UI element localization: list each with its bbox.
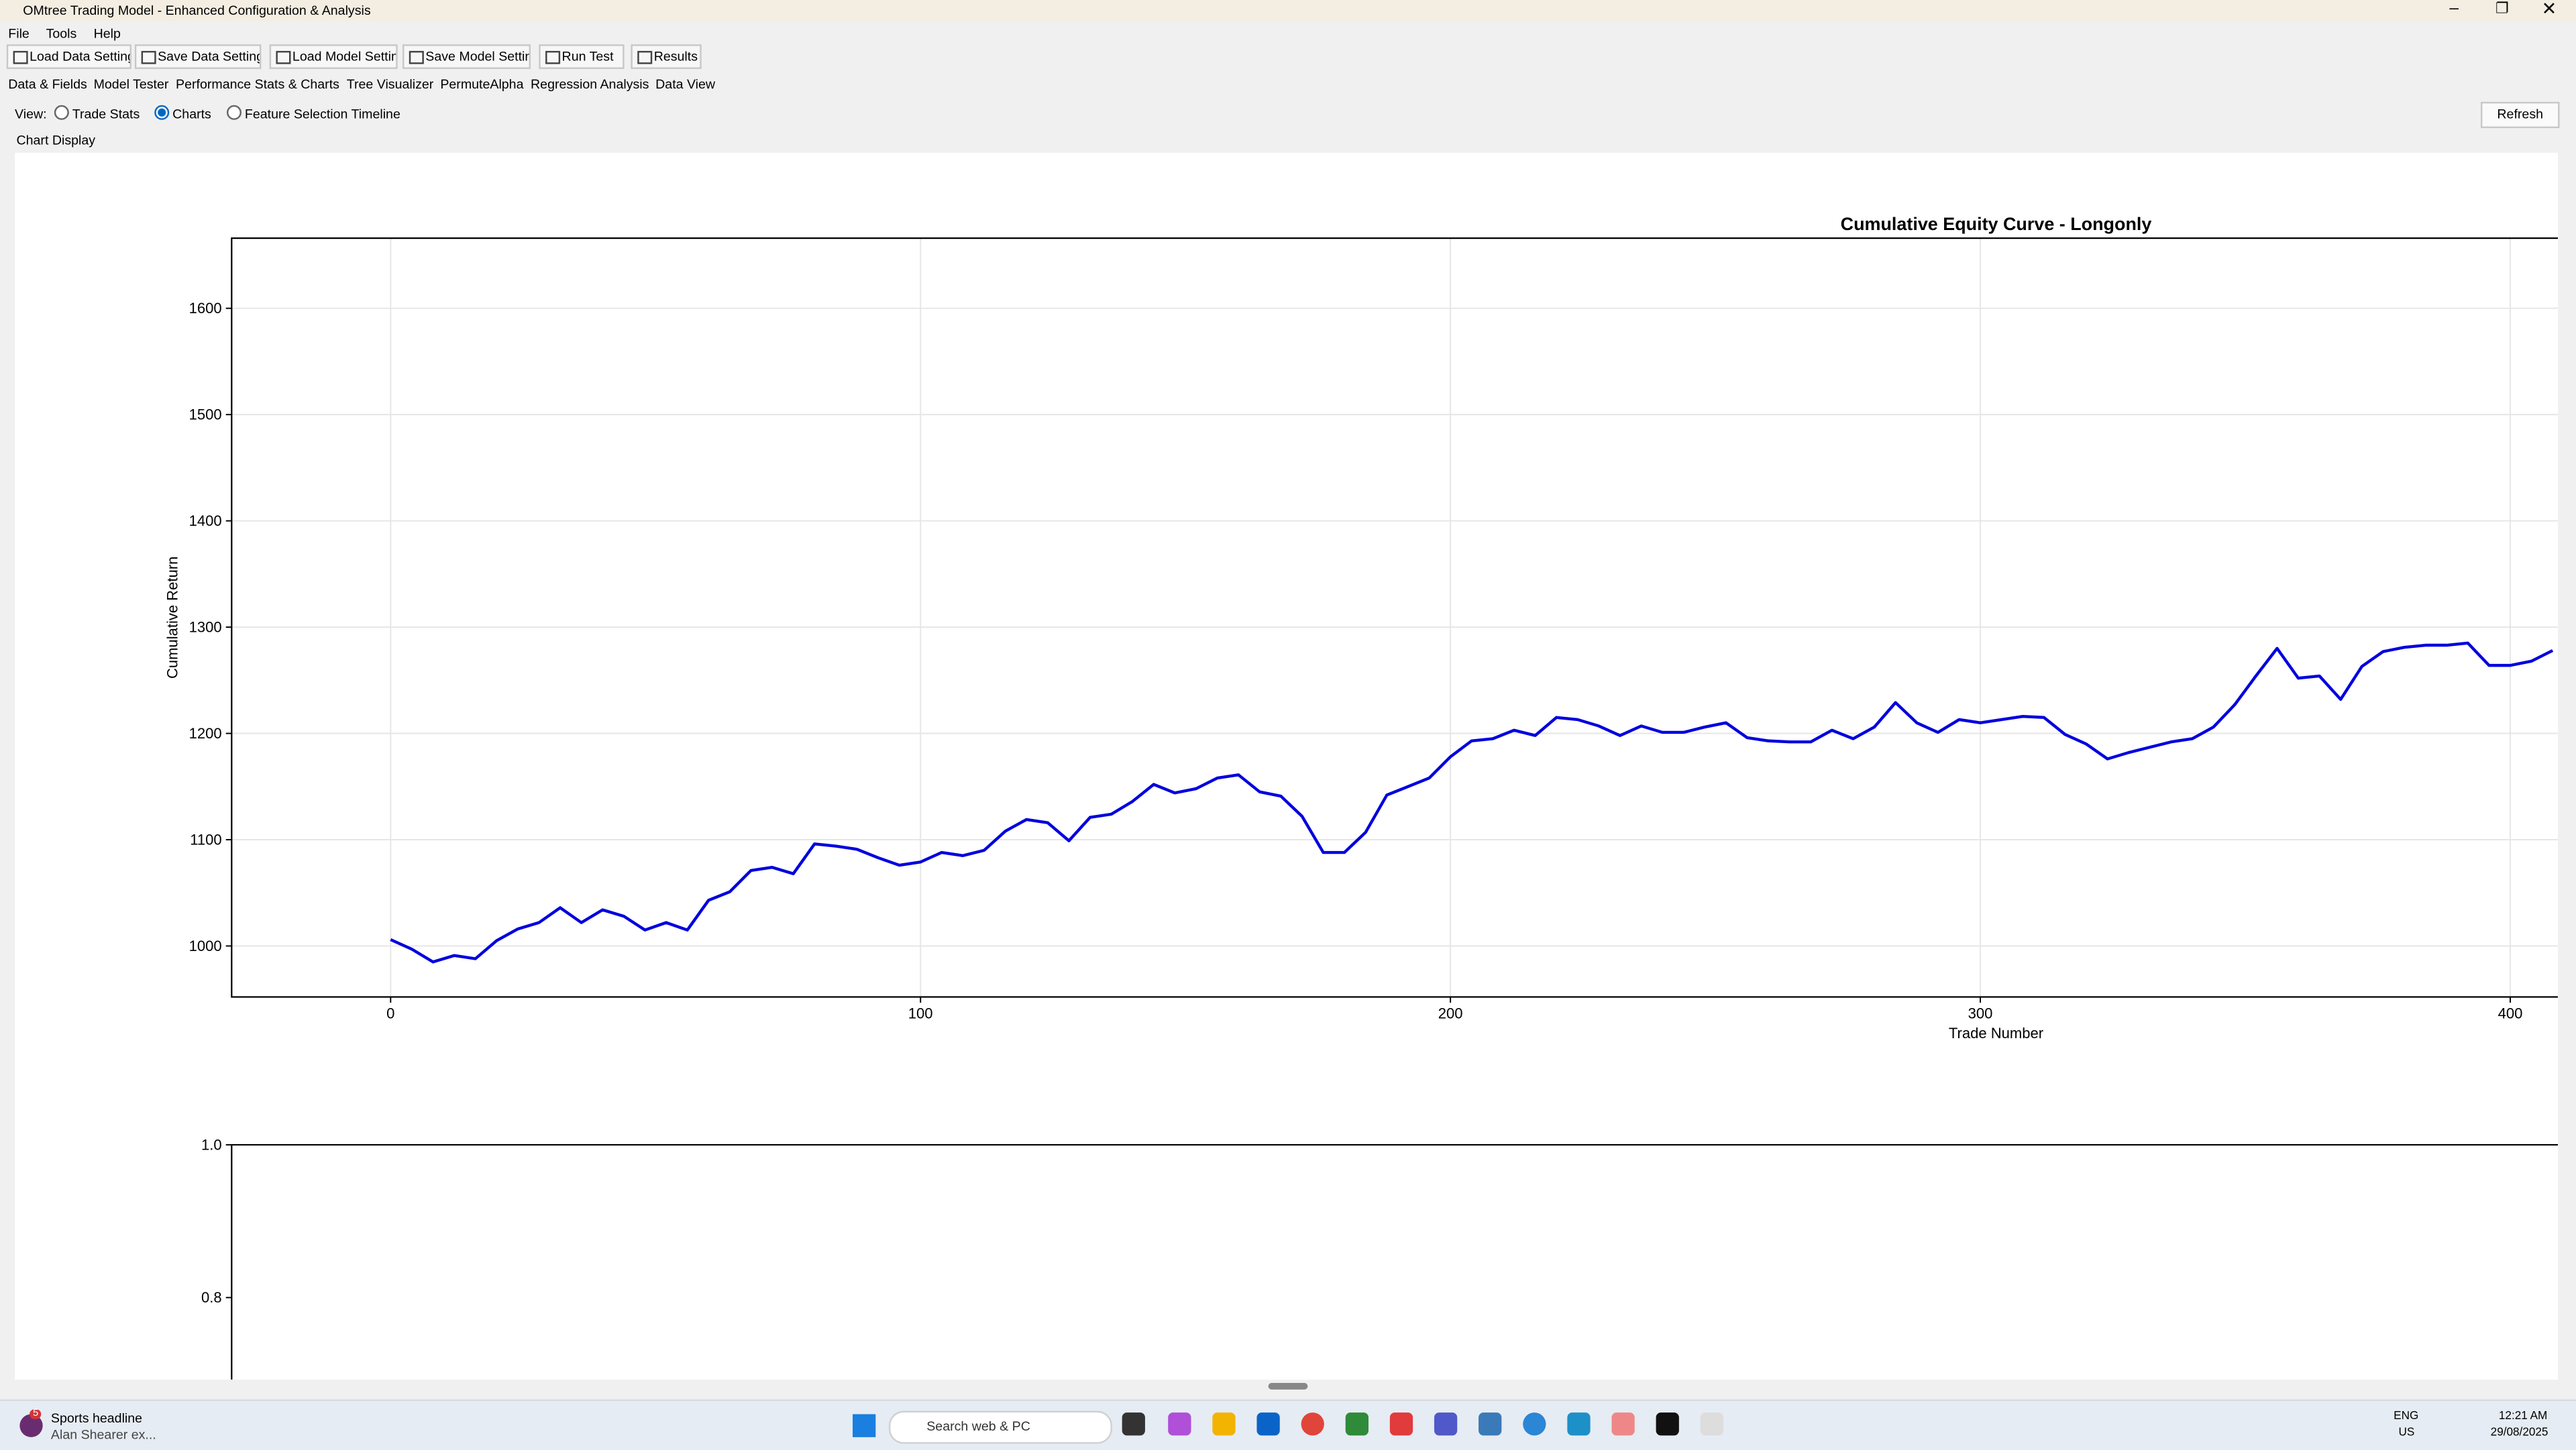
tab[interactable]: PermuteAlpha (440, 77, 524, 93)
taskbar-icon[interactable] (1168, 1412, 1191, 1436)
clock-date[interactable]: 29/08/2025 (2490, 1427, 2548, 1439)
tab[interactable]: Regression Analysis (531, 77, 649, 93)
button-label: Run Test (561, 49, 614, 64)
radio-button[interactable] (54, 105, 69, 120)
x-tick-label: 100 (908, 1005, 933, 1021)
radio-button[interactable] (154, 105, 170, 120)
language[interactable]: ENG (2394, 1410, 2419, 1423)
news-badge: 5 (30, 1409, 42, 1419)
scroll-handle[interactable] (1268, 1383, 1308, 1390)
radio-label[interactable]: Trade Stats (72, 107, 140, 122)
window-title: OMtree Trading Model - Enhanced Configur… (23, 3, 371, 18)
x-axis-label: Trade Number (1949, 1025, 2043, 1042)
clock-time[interactable]: 12:21 AM (2498, 1410, 2548, 1423)
y-tick-label: 1.0 (201, 1136, 222, 1153)
taskbar-icon[interactable] (1700, 1412, 1723, 1436)
y-tick-label: 1200 (189, 725, 222, 742)
toolbar-button[interactable]: Run Test (539, 44, 625, 69)
button-label: Load Model Settings (292, 49, 398, 64)
x-tick-label: 300 (1968, 1005, 1993, 1021)
view-label: View: (15, 107, 47, 122)
taskbar-icon[interactable] (1611, 1412, 1635, 1436)
button-icon (637, 50, 653, 64)
button-icon (545, 50, 561, 64)
chart-panel: 1000 1100 1200 1300 1400 1500 1600 0 100 200 300 40… (15, 152, 2559, 1380)
minimize-button[interactable]: – (2449, 0, 2459, 18)
taskbar-icon[interactable] (1567, 1412, 1591, 1436)
refresh-button[interactable]: Refresh (2480, 101, 2560, 129)
title-bar: OMtree Trading Model - Enhanced Configur… (0, 0, 2576, 21)
y-tick-label: 0.8 (201, 1289, 222, 1306)
taskbar-icon[interactable] (1301, 1412, 1324, 1436)
button-label: Results (653, 49, 698, 64)
region[interactable]: US (2398, 1427, 2415, 1439)
y-tick-label: 1500 (189, 406, 222, 423)
button-icon (276, 50, 291, 64)
start-button[interactable] (853, 1414, 876, 1437)
taskbar-icon[interactable] (1256, 1412, 1280, 1436)
radio-label[interactable]: Charts (172, 107, 211, 122)
news-text[interactable]: Alan Shearer ex... (50, 1427, 156, 1443)
restore-button[interactable]: ❐ (2496, 0, 2509, 17)
x-tick-label: 400 (2498, 1005, 2523, 1021)
toolbar-button[interactable]: Load Data Settings (6, 44, 131, 69)
y-tick-label: 1400 (189, 512, 222, 529)
menu-item[interactable]: Help (93, 26, 121, 42)
y-tick-label: 1300 (189, 618, 222, 635)
equity-line (390, 641, 2554, 964)
panel-label: Chart Display (16, 133, 96, 148)
close-button[interactable]: ✕ (2541, 0, 2557, 20)
y-tick-label: 1000 (189, 938, 222, 954)
y-tick-label: 1100 (190, 831, 221, 848)
toolbar-button[interactable]: Save Data Settings (134, 44, 262, 69)
toolbar-button[interactable]: Save Model Settings (402, 44, 531, 69)
news-title[interactable]: Sports headline (50, 1410, 143, 1426)
chart-title: Cumulative Equity Curve - Longonly (1841, 214, 2152, 234)
taskbar-icon[interactable] (1389, 1412, 1413, 1436)
tab[interactable]: Performance Stats & Charts (176, 77, 339, 93)
search-box[interactable]: Search web & PC (888, 1410, 1112, 1444)
tab[interactable]: Data View (655, 77, 716, 93)
radio-label[interactable]: Feature Selection Timeline (244, 107, 400, 122)
taskbar-icon[interactable] (1212, 1412, 1236, 1436)
radio-button[interactable] (226, 105, 242, 120)
toolbar-button[interactable]: Load Model Settings (269, 44, 398, 69)
menu-item[interactable]: File (8, 26, 30, 42)
button-icon (13, 50, 28, 64)
chart: 1000 1100 1200 1300 1400 1500 1600 0 100 200 300 40… (164, 214, 2559, 1380)
y-axis-label: Cumulative Return (164, 557, 180, 679)
tab[interactable]: Tree Visualizer (346, 77, 434, 93)
button-label: Save Data Settings (158, 49, 262, 64)
button-icon (141, 50, 156, 64)
taskbar-icon[interactable] (1122, 1412, 1145, 1436)
taskbar-icon[interactable] (1345, 1412, 1369, 1436)
taskbar-icon[interactable] (1656, 1412, 1679, 1436)
menu-item[interactable]: Tools (46, 26, 77, 42)
tab[interactable]: Data & Fields (8, 77, 87, 93)
y-tick-label: 1600 (189, 300, 222, 317)
button-label: Save Model Settings (425, 49, 529, 64)
toolbar-button[interactable]: Results (631, 44, 702, 69)
taskbar-icon[interactable] (1523, 1412, 1546, 1436)
button-icon (409, 50, 424, 64)
taskbar-icon[interactable] (1434, 1412, 1458, 1436)
search-text: Search web & PC (926, 1418, 1030, 1434)
axes-frame (231, 1144, 2559, 1380)
tab[interactable]: Model Tester (93, 77, 169, 93)
x-tick-label: 0 (386, 1005, 394, 1021)
taskbar-icon[interactable] (1479, 1412, 1502, 1436)
x-tick-label: 200 (1438, 1005, 1463, 1021)
taskbar: 5 Sports headline Alan Shearer ex... Sea… (0, 1399, 2576, 1450)
axes-frame (231, 237, 2559, 998)
button-label: Load Data Settings (30, 49, 131, 64)
